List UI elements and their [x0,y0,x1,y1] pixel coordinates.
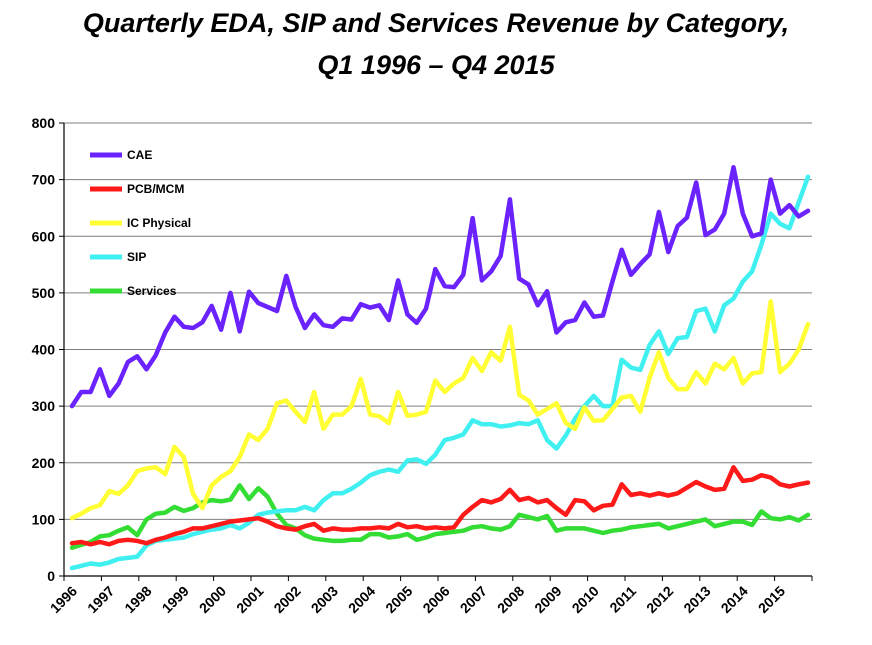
y-tick-label: 0 [47,568,55,584]
legend-label-sip: SIP [127,250,146,264]
y-tick-label: 200 [32,455,56,471]
series-line-services [69,483,811,550]
x-tick-label: 2008 [494,583,527,616]
y-tick-label: 700 [32,172,56,188]
x-tick-label: 2012 [643,583,676,616]
y-tick-label: 500 [32,285,56,301]
x-tick-label: 1999 [159,583,192,616]
legend-label-pcb-mcm: PCB/MCM [127,182,184,196]
x-tick-label: 2001 [233,583,266,616]
x-tick-label: 2015 [755,583,788,616]
x-tick-label: 2002 [270,583,303,616]
x-tick-label: 2013 [680,583,713,616]
y-tick-label: 600 [32,228,56,244]
y-tick-label: 100 [32,511,56,527]
x-tick-label: 1997 [84,583,117,616]
x-tick-label: 2010 [568,583,601,616]
x-tick-label: 2005 [382,583,415,616]
x-tick-label: 1996 [47,583,80,616]
x-tick-label: 2006 [419,583,452,616]
x-tick-label: 2009 [531,583,564,616]
series-line-sip [69,174,811,571]
x-tick-label: 2007 [457,583,490,616]
x-tick-label: 2004 [345,583,378,616]
y-tick-label: 300 [32,398,56,414]
chart-title-line1: Quarterly EDA, SIP and Services Revenue … [82,8,790,38]
y-tick-label: 800 [32,115,56,131]
y-tick-label: 400 [32,342,56,358]
series-line-cae [69,164,811,409]
chart-title-line2: Q1 1996 – Q4 2015 [317,50,555,80]
x-tick-label: 1998 [121,583,154,616]
x-tick-label: 2003 [308,583,341,616]
legend-label-cae: CAE [127,148,152,162]
series-line-pcb-mcm [69,465,811,547]
x-tick-label: 2011 [606,583,639,616]
x-tick-label: 2014 [718,583,751,616]
series-line-ic-physical [69,299,811,521]
x-tick-label: 2000 [196,583,229,616]
legend-label-services: Services [127,284,177,298]
legend-label-ic-physical: IC Physical [127,216,191,230]
